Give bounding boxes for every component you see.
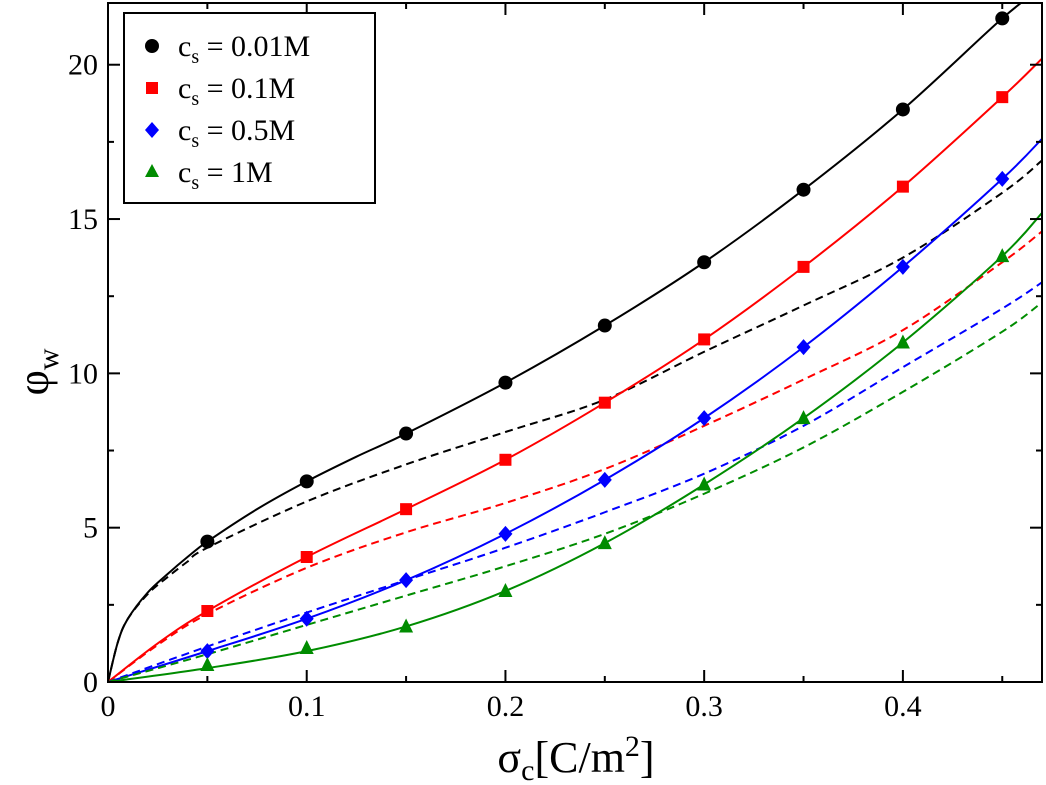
legend-entry-0: cs = 0.01M (145, 30, 310, 68)
y-tick-label-2: 10 (68, 357, 98, 390)
y-tick-label-4: 20 (68, 49, 98, 82)
data-point-series-2-1 (299, 610, 314, 627)
legend-label-3: cs = 1M (178, 156, 273, 194)
y-axis-title: φw (9, 348, 65, 395)
legend-entry-2: cs = 0.5M (145, 114, 295, 152)
data-point-series-1-8 (996, 91, 1009, 104)
data-point-series-0-8 (995, 11, 1010, 26)
legend-marker-1 (146, 82, 158, 94)
x-axis-title: σc[C/m2] (497, 730, 654, 785)
fit-dashed-series-3 (108, 301, 1042, 682)
x-tick-label-3: 0.3 (685, 690, 723, 723)
data-point-series-2-3 (498, 525, 513, 542)
data-point-series-2-4 (597, 471, 612, 488)
data-point-series-3-1 (299, 640, 314, 655)
data-point-series-3-2 (399, 618, 414, 633)
data-point-series-0-2 (399, 426, 414, 441)
y-tick-label-3: 15 (68, 203, 98, 236)
data-point-series-3-8 (995, 248, 1010, 263)
legend-entry-1: cs = 0.1M (146, 72, 295, 110)
data-point-series-1-2 (400, 503, 413, 516)
legend-marker-3 (145, 164, 159, 177)
data-point-series-2-7 (895, 258, 910, 275)
data-point-series-0-0 (200, 534, 215, 549)
data-point-series-0-7 (895, 102, 910, 117)
data-point-series-3-5 (697, 476, 712, 491)
plot-frame (107, 2, 1043, 683)
data-point-series-3-7 (895, 334, 910, 349)
legend-entry-3: cs = 1M (145, 156, 273, 194)
axes: 0 0.1 0.2 0.3 0.4 0 5 10 15 20 (68, 2, 1043, 723)
data-point-series-2-5 (697, 410, 712, 427)
data-point-series-1-0 (201, 605, 214, 618)
legend-box (123, 12, 376, 204)
data-point-series-3-0 (200, 657, 215, 672)
fit-dashed-series-1 (108, 230, 1042, 682)
x-tick-label-0: 0 (101, 690, 116, 723)
y-tick-label-0: 0 (83, 666, 98, 699)
x-tick-label-1: 0.1 (288, 690, 326, 723)
data-point-series-1-7 (896, 180, 909, 193)
legend-marker-2 (145, 122, 159, 138)
data-point-series-3-3 (498, 582, 513, 597)
legend-marker-0 (145, 39, 159, 53)
data-point-series-0-3 (498, 375, 513, 390)
x-tick-label-4: 0.4 (884, 690, 922, 723)
y-tick-label-1: 5 (83, 512, 98, 545)
data-point-series-1-3 (499, 453, 512, 466)
fit-dashed-series-0 (108, 159, 1042, 682)
data-point-series-1-1 (300, 551, 313, 564)
data-point-series-0-6 (796, 182, 811, 197)
data-point-series-2-2 (399, 572, 414, 589)
data-point-series-3-6 (796, 410, 811, 425)
fit-solid-series-0 (108, 3, 1023, 682)
data-point-series-2-8 (995, 170, 1010, 187)
data-markers (200, 11, 1010, 672)
data-point-series-0-5 (697, 255, 712, 270)
x-tick-label-2: 0.2 (487, 690, 525, 723)
data-point-series-1-4 (598, 396, 611, 409)
data-point-series-0-4 (597, 318, 612, 333)
legend-label-2: cs = 0.5M (178, 114, 295, 152)
legend-label-0: cs = 0.01M (178, 30, 310, 68)
data-point-series-1-5 (698, 333, 711, 346)
fit-solid-series-2 (108, 138, 1042, 682)
fit-solid-series-3 (108, 212, 1042, 682)
fit-dashed-series-2 (108, 281, 1042, 682)
data-point-series-3-4 (597, 535, 612, 550)
legend-label-1: cs = 0.1M (178, 72, 295, 110)
data-point-series-2-6 (796, 339, 811, 356)
data-point-series-2-0 (200, 643, 215, 660)
data-point-series-0-1 (299, 474, 314, 489)
data-point-series-1-6 (797, 260, 810, 273)
legend: cs = 0.01M cs = 0.1M cs = 0.5M cs = 1M (123, 12, 376, 204)
